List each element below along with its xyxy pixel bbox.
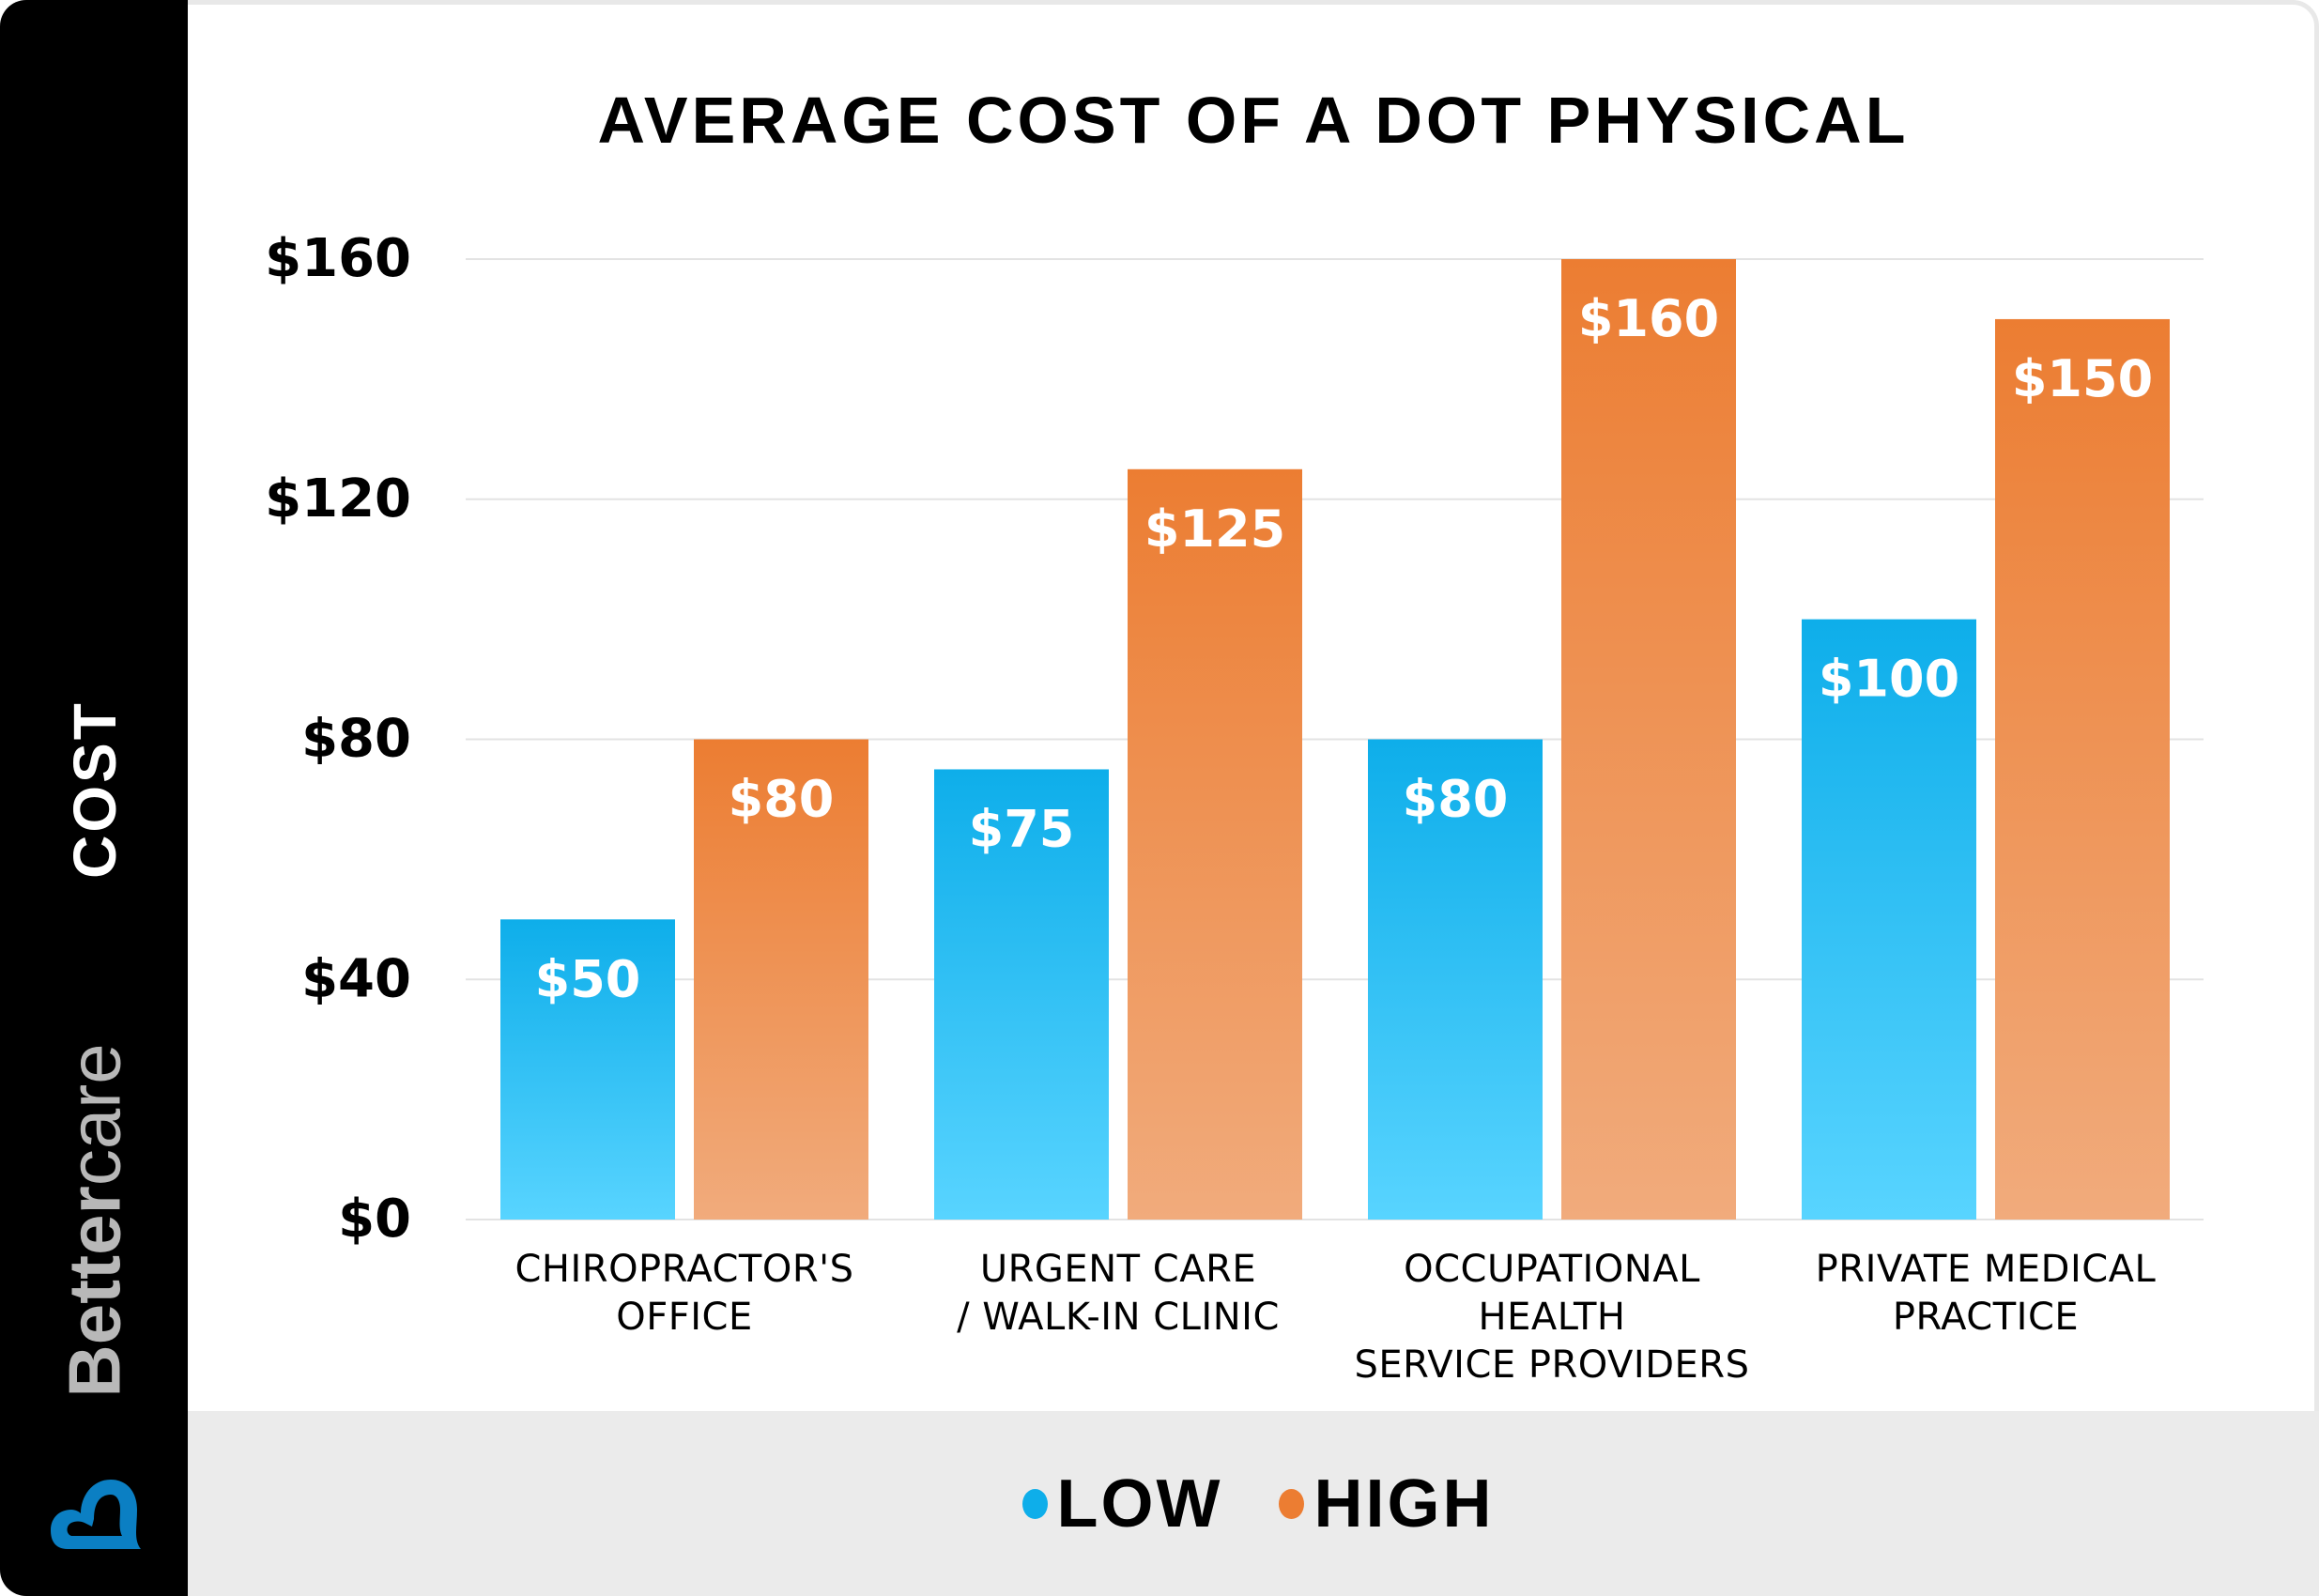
category-label: CHIROPRACTOR'S OFFICE: [514, 1248, 853, 1339]
value-label-low: $100: [1819, 650, 1959, 709]
category-label-line: PRIVATE MEDICAL: [1816, 1248, 2157, 1291]
category-label-line: OCCUPATIONAL: [1404, 1248, 1700, 1291]
category-label-line: HEALTH: [1478, 1296, 1625, 1339]
category-label: URGENT CARE / WALK-IN CLINIC: [957, 1248, 1280, 1339]
category-label-line: SERVICE PROVIDERS: [1355, 1343, 1750, 1387]
legend-dot-high-icon: [1279, 1488, 1305, 1519]
bar-low: [1802, 619, 1976, 1220]
bar-high: [1561, 259, 1736, 1220]
value-label-high: $160: [1578, 289, 1719, 348]
category-label-line: OFFICE: [616, 1296, 753, 1339]
legend-item-low: LOW: [1021, 1466, 1223, 1542]
side-panel: COST Bettercare: [0, 0, 188, 1596]
y-tick-label: $160: [265, 228, 411, 289]
legend-item-high: HIGH: [1279, 1466, 1494, 1542]
value-label-high: $80: [729, 770, 835, 829]
legend: LOW HIGH: [188, 1411, 2319, 1596]
category-label-line: URGENT CARE: [980, 1248, 1256, 1291]
legend-band: LOW HIGH: [188, 1411, 2319, 1596]
chart-title: AVERAGE COST OF A DOT PHYSICAL: [597, 84, 1910, 157]
category-label-line: CHIROPRACTOR'S: [514, 1248, 853, 1291]
legend-label-high: HIGH: [1313, 1466, 1495, 1542]
bar-high: [1995, 318, 2170, 1220]
bar-low: [1368, 739, 1543, 1220]
y-tick-label: $80: [301, 709, 411, 770]
logo-shape: [51, 1480, 141, 1549]
y-tick-label: $40: [301, 948, 411, 1009]
y-tick-label: $120: [265, 468, 411, 529]
value-label-low: $50: [535, 949, 641, 1008]
value-label-low: $80: [1403, 770, 1509, 829]
legend-dot-low-icon: [1021, 1488, 1048, 1519]
value-label-high: $125: [1144, 499, 1285, 559]
legend-label-low: LOW: [1056, 1466, 1223, 1542]
bar-chart: $0 $40 $80 $120 $160 $50 $80 CHIROPRACTOR'S OFFI…: [265, 228, 2204, 1387]
bar-high: [1128, 468, 1302, 1220]
value-label-high: $150: [2012, 349, 2153, 408]
bar-low: [934, 769, 1109, 1220]
value-label-low: $75: [969, 799, 1075, 858]
bar-low: [500, 919, 675, 1220]
heart-b-logo-icon: [51, 1480, 141, 1549]
category-label: OCCUPATIONAL HEALTH SERVICE PROVIDERS: [1355, 1248, 1750, 1387]
bar-high: [694, 739, 868, 1220]
category-label-line: PRACTICE: [1893, 1296, 2079, 1339]
category-label-line: / WALK-IN CLINIC: [957, 1296, 1280, 1339]
category-label: PRIVATE MEDICAL PRACTICE: [1816, 1248, 2157, 1339]
y-tick-label: $0: [338, 1189, 411, 1250]
